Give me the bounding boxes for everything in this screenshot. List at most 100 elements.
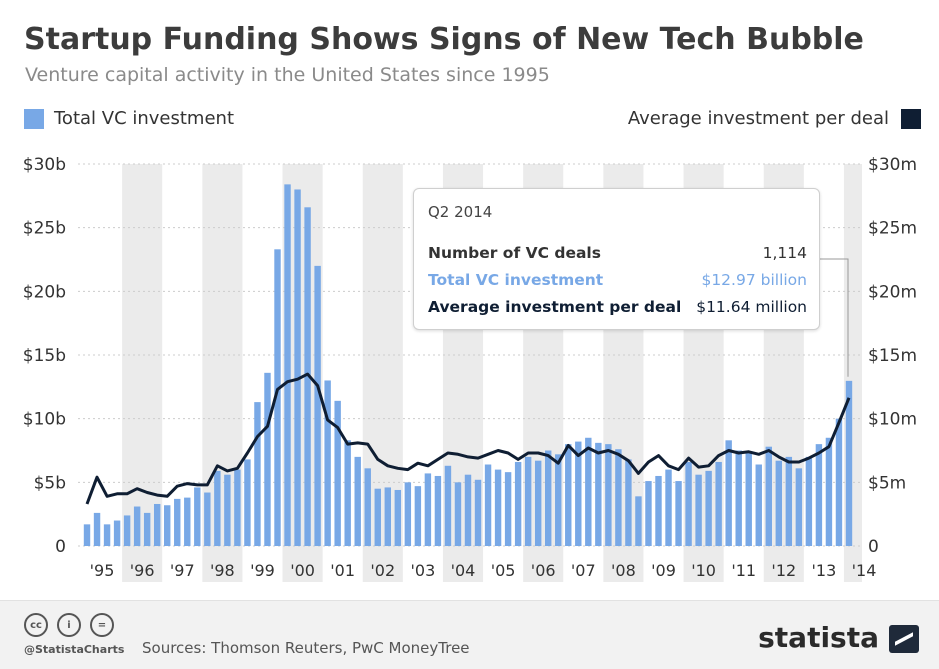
x-tick-label: '99	[250, 561, 275, 580]
bar	[474, 479, 482, 546]
tooltip-period: Q2 2014	[428, 203, 493, 221]
x-tick-label: '96	[130, 561, 155, 580]
bar	[304, 207, 311, 546]
bar	[635, 496, 642, 546]
bar	[464, 474, 472, 546]
chart-subtitle: Venture capital activity in the United S…	[25, 64, 550, 86]
bar	[695, 474, 702, 546]
bar	[254, 402, 261, 546]
y-tick-label-left: 0	[55, 537, 66, 557]
legend-total-vc: Total VC investment	[24, 108, 234, 129]
bar	[244, 459, 251, 546]
bar	[494, 469, 502, 546]
x-tick-label: '03	[411, 561, 436, 580]
x-tick-label: '02	[370, 561, 395, 580]
bar	[845, 380, 853, 546]
x-tick-label: '98	[210, 561, 235, 580]
x-tick-label: '08	[611, 561, 636, 580]
bar	[284, 184, 291, 546]
x-tick-label: '95	[90, 561, 115, 580]
bar	[725, 440, 732, 546]
tooltip-deals-label: Number of VC deals	[428, 244, 601, 262]
bar	[394, 489, 402, 546]
y-tick-label-left: $5b	[34, 473, 66, 493]
bar	[544, 450, 552, 546]
y-tick-label-right: $15m	[868, 346, 917, 366]
bar	[93, 512, 101, 546]
bar	[83, 524, 91, 546]
bar	[785, 456, 793, 546]
y-tick-label-right: $5m	[868, 473, 906, 493]
bar	[314, 265, 321, 546]
tooltip-row-total: Total VC investment $12.97 billion	[428, 271, 807, 289]
bar	[344, 440, 351, 546]
bar	[514, 461, 522, 546]
bar	[414, 486, 422, 546]
legend-label-total-vc: Total VC investment	[54, 108, 235, 129]
nd-icon[interactable]: =	[90, 613, 114, 637]
bar	[735, 450, 742, 546]
bar	[595, 442, 602, 546]
bar	[484, 464, 492, 546]
bar	[324, 380, 331, 546]
tooltip-total-label: Total VC investment	[428, 271, 604, 289]
tooltip-deals-value: 1,114	[762, 244, 807, 262]
bar	[153, 503, 161, 546]
statista-logo[interactable]: statista	[758, 621, 879, 654]
bar	[113, 520, 121, 546]
bar	[805, 456, 813, 546]
bar	[795, 468, 803, 546]
bar	[214, 470, 221, 546]
bar	[504, 472, 512, 546]
bar	[334, 400, 341, 546]
y-tick-label-right: $30m	[868, 155, 917, 175]
y-tick-label-left: $10b	[23, 410, 66, 430]
bar	[575, 441, 582, 546]
y-tick-label-right: $25m	[868, 219, 917, 239]
y-tick-label-left: $25b	[23, 219, 66, 239]
bar	[775, 460, 783, 546]
y-tick-label-right: $10m	[868, 410, 917, 430]
x-tick-label: '04	[451, 561, 476, 580]
x-tick-label: '00	[290, 561, 315, 580]
bar	[605, 444, 612, 546]
legend-label-avg-deal: Average investment per deal	[627, 108, 889, 129]
sources-text: Sources: Thomson Reuters, PwC MoneyTree	[142, 639, 470, 657]
x-tick-label: '07	[571, 561, 596, 580]
x-tick-label: '14	[852, 561, 877, 580]
x-tick-label: '01	[330, 561, 355, 580]
by-icon[interactable]: i	[57, 613, 81, 637]
tooltip-row-avg: Average investment per deal $11.64 milli…	[428, 298, 807, 316]
bar	[294, 189, 301, 546]
statista-logo-icon[interactable]	[889, 625, 919, 653]
legend-swatch-bar	[24, 108, 44, 129]
bar	[274, 249, 281, 546]
y-tick-label-right: 0	[868, 537, 879, 557]
chart-title: Startup Funding Shows Signs of New Tech …	[24, 22, 864, 57]
bar	[164, 505, 171, 546]
bar	[434, 475, 442, 546]
cc-icon[interactable]: cc	[24, 613, 48, 637]
twitter-handle[interactable]: @StatistaCharts	[24, 643, 125, 656]
bar	[354, 456, 361, 546]
tooltip-q2-2014: Q2 2014 Number of VC deals 1,114 Total V…	[413, 188, 820, 330]
bar	[194, 487, 201, 546]
bar	[815, 444, 823, 546]
bar	[444, 465, 452, 546]
tooltip-avg-label: Average investment per deal	[428, 298, 682, 316]
bar	[103, 524, 111, 546]
tooltip-total-value: $12.97 billion	[701, 271, 807, 289]
bar	[524, 456, 532, 546]
bar	[264, 372, 271, 546]
legend-avg-deal: Average investment per deal	[628, 108, 921, 129]
bar	[745, 453, 752, 546]
x-tick-label: '12	[771, 561, 796, 580]
y-tick-label-left: $20b	[23, 282, 66, 302]
bar	[143, 512, 151, 546]
bar	[204, 492, 211, 546]
bar	[625, 459, 632, 546]
y-tick-label-right: $20m	[868, 282, 917, 302]
bar	[825, 437, 833, 546]
avg-deal-line	[85, 372, 851, 505]
tooltip-avg-value: $11.64 million	[696, 298, 807, 316]
